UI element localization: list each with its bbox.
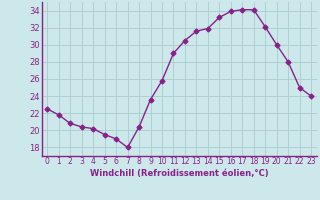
X-axis label: Windchill (Refroidissement éolien,°C): Windchill (Refroidissement éolien,°C) bbox=[90, 169, 268, 178]
